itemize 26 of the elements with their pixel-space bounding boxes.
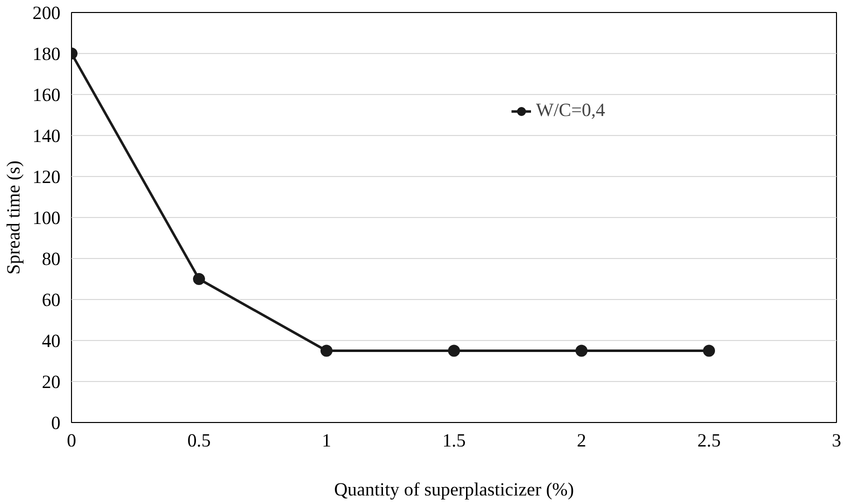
x-tick-label: 0 — [66, 430, 76, 452]
x-tick-label: 0.5 — [187, 430, 211, 452]
y-tick-label: 0 — [51, 413, 60, 434]
x-axis-title: Quantity of superplasticizer (%) — [334, 480, 574, 500]
point — [576, 344, 588, 357]
y-tick-label: 20 — [42, 372, 60, 393]
x-tick-label: 1 — [322, 430, 332, 452]
y-axis-title: Spread time (s) — [4, 160, 25, 274]
point — [320, 344, 332, 357]
x-tick-label: 3 — [832, 430, 842, 452]
x-tick-label: 2 — [576, 430, 586, 452]
y-tick-label: 180 — [32, 44, 60, 65]
y-tick-label: 40 — [42, 331, 60, 352]
point — [448, 344, 460, 357]
x-tick-label: 1.5 — [442, 430, 466, 452]
point — [703, 344, 715, 357]
y-tick-label: 200 — [32, 3, 60, 24]
y-tick-label: 160 — [32, 85, 60, 106]
y-tick-label: 140 — [32, 126, 60, 147]
point — [193, 273, 205, 285]
y-tick-label: 100 — [32, 208, 60, 229]
y-tick-label: 80 — [42, 249, 60, 270]
y-tick-label: 60 — [42, 290, 60, 311]
y-tick-label: 120 — [32, 167, 60, 188]
legend-label: W/C=0,4 — [536, 100, 606, 122]
x-tick-label: 2.5 — [697, 430, 721, 452]
